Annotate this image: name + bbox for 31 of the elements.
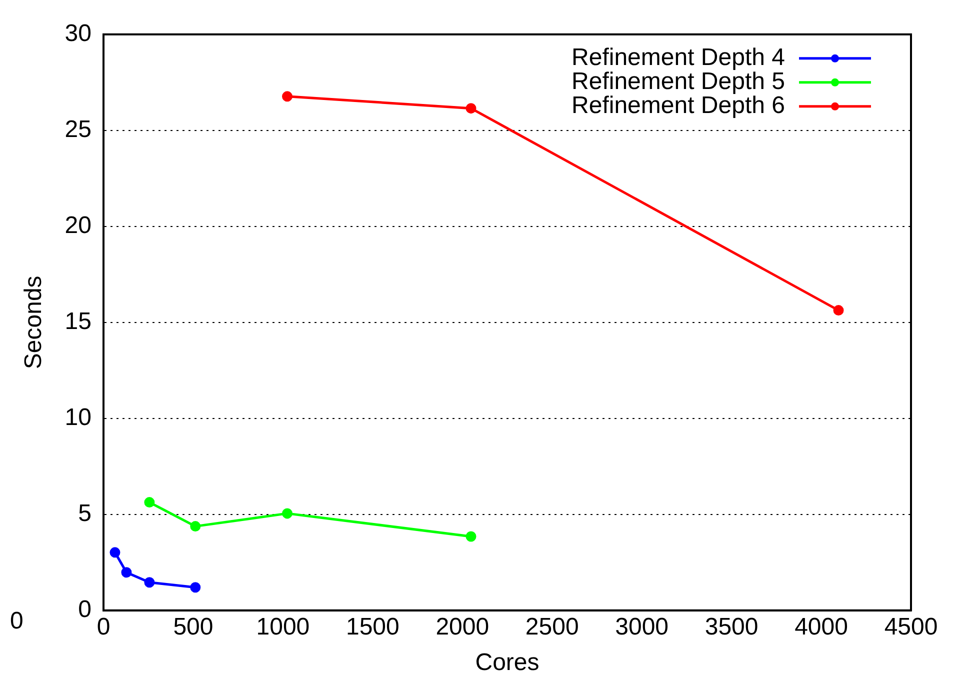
y-tick-label: 0	[78, 596, 92, 624]
x-tick-label: 3000	[615, 613, 669, 640]
legend-label: Refinement Depth 4	[572, 44, 785, 72]
y-tick-label: 20	[64, 212, 92, 240]
point	[282, 508, 292, 519]
x-tick-label: 3500	[704, 613, 758, 640]
x-tick-label: 4500	[884, 613, 938, 640]
point	[190, 582, 201, 593]
point	[110, 547, 120, 558]
x-tick-label: 0	[96, 613, 110, 640]
x-axis-title: Cores	[475, 649, 540, 676]
point	[121, 567, 132, 578]
point	[144, 577, 155, 588]
y-tick-label: 15	[64, 308, 92, 336]
point	[833, 305, 844, 316]
y-axis-title: Seconds	[20, 276, 48, 370]
x-tick-label: 2500	[525, 613, 579, 640]
point	[466, 531, 476, 542]
point	[282, 91, 292, 102]
x-tick-label: 1000	[256, 613, 310, 640]
y-tick-label: 25	[64, 116, 92, 144]
x-tick-label: 1500	[346, 613, 400, 640]
point	[144, 497, 155, 508]
y-tick-label: 30	[64, 20, 92, 48]
x-tick-label: 500	[173, 613, 214, 640]
point	[190, 521, 201, 532]
point	[466, 103, 476, 114]
y-tick-label: 5	[78, 500, 92, 528]
y-tick-label: 10	[64, 404, 92, 432]
x-tick-label: 4000	[794, 613, 848, 640]
x-tick-label: 2000	[436, 613, 490, 640]
